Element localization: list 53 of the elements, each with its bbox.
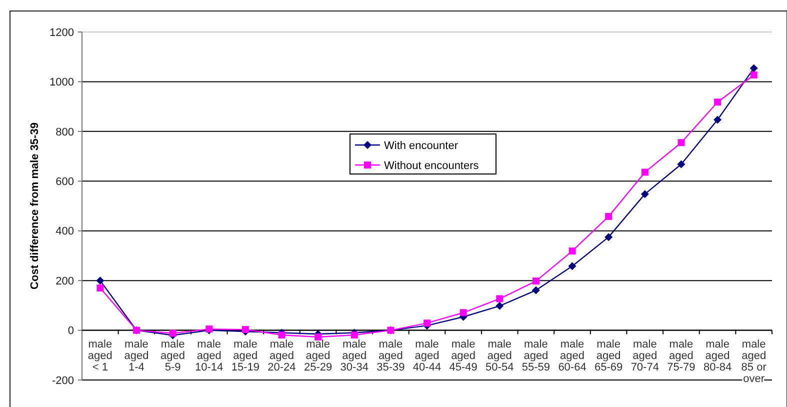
- point: [496, 295, 504, 302]
- x-tick-label: male aged 25-29: [304, 338, 332, 374]
- y-tick-label: 200: [56, 275, 74, 288]
- point: [605, 212, 612, 220]
- point: [604, 233, 613, 242]
- x-tick-label: male aged 65-69: [594, 338, 623, 374]
- y-tick-label: 1000: [50, 76, 74, 89]
- point: [278, 332, 286, 339]
- point: [641, 168, 648, 176]
- point: [460, 309, 467, 316]
- point: [714, 98, 722, 106]
- x-tick-label: male aged 75-79: [667, 338, 696, 374]
- y-tick-label: 0: [68, 325, 74, 338]
- x-tick-label: male aged 5-9: [160, 338, 186, 374]
- point: [750, 64, 758, 72]
- y-axis-title: Cost difference from male 35-39: [29, 122, 41, 290]
- point: [640, 190, 649, 198]
- x-tick-label: male aged 55-59: [522, 338, 550, 374]
- y-tick-label: 800: [56, 126, 74, 138]
- x-tick-label: male aged 45-49: [449, 338, 478, 374]
- point: [424, 320, 430, 327]
- x-tick-label: male aged 80-84: [703, 338, 732, 374]
- point: [169, 330, 176, 337]
- point: [678, 139, 685, 146]
- x-tick-label: male aged 50-54: [486, 338, 514, 374]
- point: [568, 262, 576, 270]
- point: [677, 160, 686, 168]
- x-tick-label: male aged 60-64: [558, 338, 586, 374]
- y-tick-label: 600: [56, 176, 74, 188]
- x-tick-label: male aged 1-4: [124, 338, 149, 374]
- point: [350, 332, 358, 339]
- point: [532, 278, 540, 285]
- point: [496, 302, 504, 310]
- legend-label: Without encounters: [384, 160, 480, 172]
- y-tick-label: 400: [56, 226, 74, 238]
- x-tick-label: male aged 15-19: [231, 338, 260, 374]
- legend-label: With encounter: [384, 140, 458, 152]
- y-tick-label: -200: [52, 374, 74, 387]
- x-tick-label: male aged 30-34: [340, 338, 368, 374]
- x-tick-label: male aged 35-39: [376, 338, 405, 374]
- point: [568, 247, 576, 254]
- point: [532, 286, 540, 294]
- x-tick-label: male aged 20-24: [268, 338, 296, 374]
- y-tick-label: 1200: [50, 26, 74, 39]
- point: [242, 326, 249, 334]
- point: [96, 276, 104, 285]
- point: [750, 72, 758, 79]
- x-tick-label: male aged 40-44: [412, 338, 442, 374]
- x-tick-label: male aged 70-74: [630, 338, 659, 374]
- x-tick-label: male aged < 1: [88, 338, 112, 374]
- x-tick-label: male aged 10-14: [195, 338, 224, 374]
- point: [96, 284, 104, 292]
- point: [714, 116, 722, 124]
